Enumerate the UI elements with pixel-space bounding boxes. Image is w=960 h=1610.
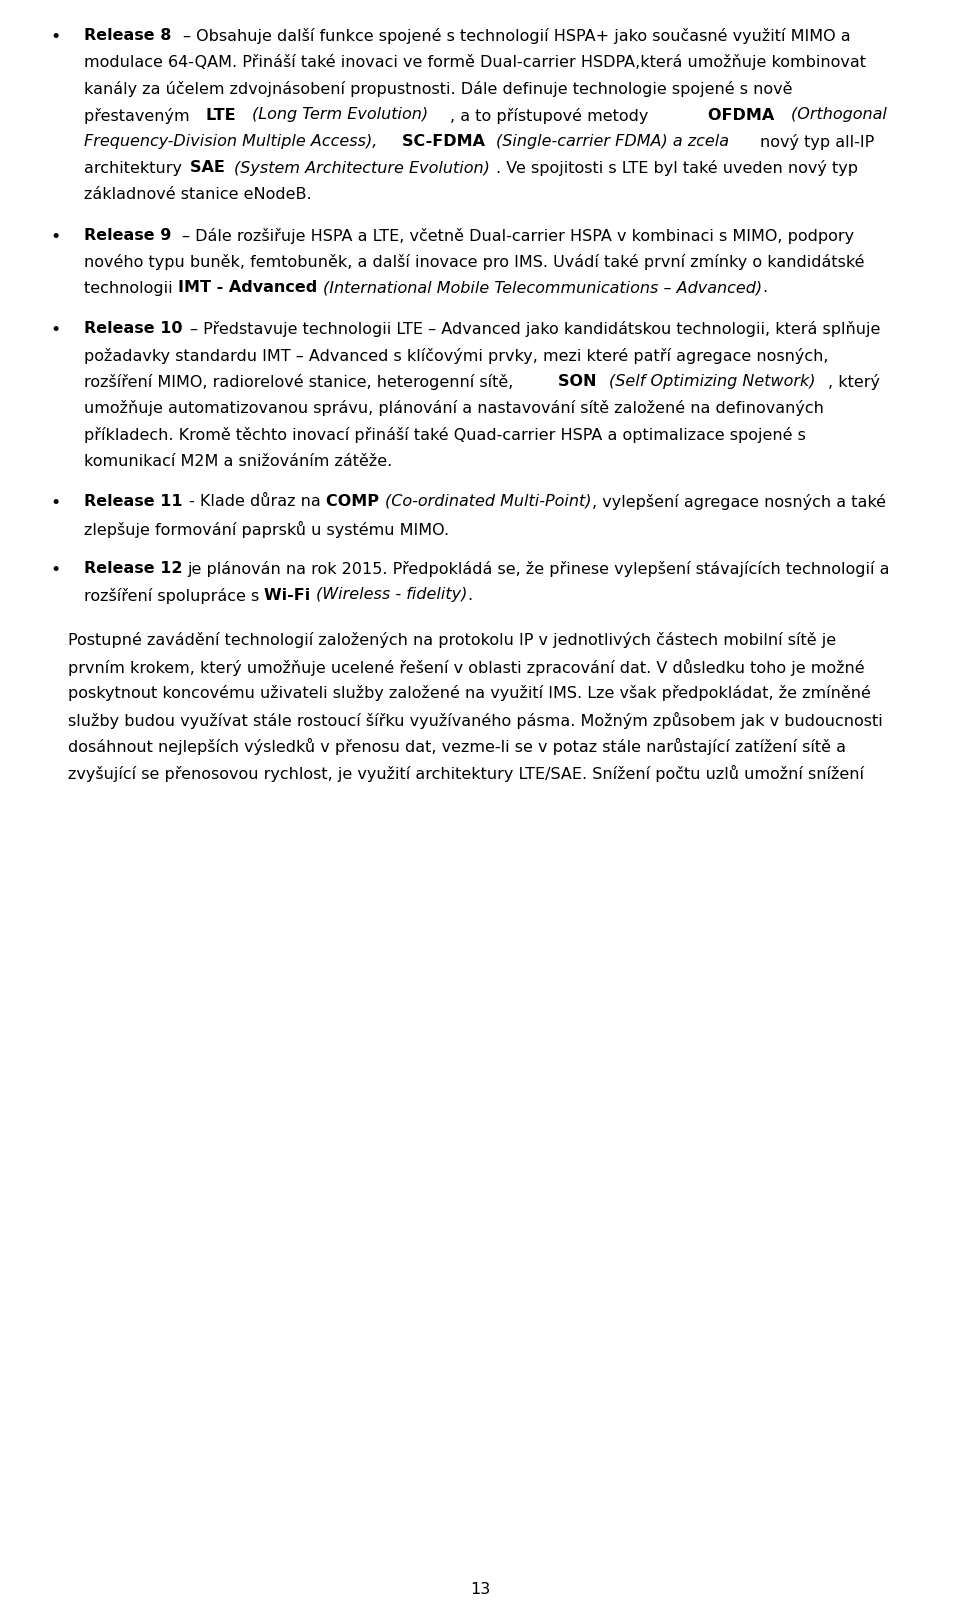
Text: rozšíření MIMO, radiorelové stanice, heterogenní sítě,: rozšíření MIMO, radiorelové stanice, het… [84,374,518,390]
Text: (Single-carrier FDMA) a zcela: (Single-carrier FDMA) a zcela [496,134,734,150]
Text: (System Architecture Evolution): (System Architecture Evolution) [234,161,490,175]
Text: COMP: COMP [326,494,385,509]
Text: (Self Optimizing Network): (Self Optimizing Network) [609,374,815,390]
Text: Wi-Fi: Wi-Fi [264,588,316,602]
Text: přestaveným: přestaveným [84,108,195,124]
Text: 13: 13 [469,1583,491,1597]
Text: Release 10: Release 10 [84,320,188,336]
Text: Postupné zavádění technologií založených na protokolu IP v jednotlivých částech : Postupné zavádění technologií založených… [68,633,841,647]
Text: , který: , který [828,374,885,390]
Text: - Klade důraz na: - Klade důraz na [188,494,325,509]
Text: je plánován na rok 2015. Předpokládá se, že přinese vylepšení stávajících techno: je plánován na rok 2015. Předpokládá se,… [187,560,896,576]
Text: prvním krokem, který umožňuje ucelené řešení v oblasti zpracování dat. V důsledk: prvním krokem, který umožňuje ucelené ře… [68,658,870,676]
Text: (Long Term Evolution): (Long Term Evolution) [252,108,428,122]
Text: LTE: LTE [205,108,241,122]
Text: Release 12: Release 12 [84,560,188,576]
Text: zlepšuje formování paprsků u systému MIMO.: zlepšuje formování paprsků u systému MIM… [84,520,449,538]
Text: SAE: SAE [190,161,230,175]
Text: (International Mobile Telecommunications – Advanced): (International Mobile Telecommunications… [323,280,761,296]
Text: •: • [50,494,60,512]
Text: – Dále rozšiřuje HSPA a LTE, včetně Dual-carrier HSPA v kombinaci s MIMO, podpor: – Dále rozšiřuje HSPA a LTE, včetně Dual… [182,227,859,243]
Text: .: . [761,280,767,296]
Text: poskytnout koncovému uživateli služby založené na využití IMS. Lze však předpokl: poskytnout koncovému uživateli služby za… [68,684,876,700]
Text: , a to přístupové metody: , a to přístupové metody [450,108,654,124]
Text: , vylepšení agregace nosných a také: , vylepšení agregace nosných a také [591,494,891,510]
Text: SC-FDMA: SC-FDMA [401,134,491,150]
Text: kanály za účelem zdvojnásobení propustnosti. Dále definuje technologie spojené s: kanály za účelem zdvojnásobení propustno… [84,80,798,97]
Text: modulace 64-QAM. Přináší také inovaci ve formě Dual-carrier HSDPA,která umožňuje: modulace 64-QAM. Přináší také inovaci ve… [84,55,871,71]
Text: (Wireless - fidelity): (Wireless - fidelity) [316,588,468,602]
Text: dosáhnout nejlepších výsledků v přenosu dat, vezme-li se v potaz stále narůstají: dosáhnout nejlepších výsledků v přenosu … [68,737,852,755]
Text: Release 8: Release 8 [84,27,177,43]
Text: nový typ all-IP: nový typ all-IP [760,134,879,150]
Text: .: . [468,588,472,602]
Text: nového typu buněk, femtobuněk, a další inovace pro IMS. Uvádí také první zmínky : nového typu buněk, femtobuněk, a další i… [84,254,870,270]
Text: základnové stanice eNodeB.: základnové stanice eNodeB. [84,187,312,201]
Text: požadavky standardu IMT – Advanced s klíčovými prvky, mezi které patří agregace : požadavky standardu IMT – Advanced s klí… [84,348,833,364]
Text: Frequency-Division Multiple Access),: Frequency-Division Multiple Access), [84,134,382,150]
Text: •: • [50,227,60,245]
Text: architektury: architektury [84,161,187,175]
Text: (Co-ordinated Multi-Point): (Co-ordinated Multi-Point) [385,494,591,509]
Text: OFDMA: OFDMA [708,108,780,122]
Text: Release 11: Release 11 [84,494,188,509]
Text: technologii: technologii [84,280,178,296]
Text: rozšíření spolupráce s: rozšíření spolupráce s [84,588,264,604]
Text: SON: SON [558,374,602,390]
Text: – Představuje technologii LTE – Advanced jako kandidátskou technologii, která sp: – Představuje technologii LTE – Advanced… [189,320,885,336]
Text: •: • [50,27,60,47]
Text: – Obsahuje další funkce spojené s technologií HSPA+ jako současné využití MIMO a: – Obsahuje další funkce spojené s techno… [183,27,855,43]
Text: zvyšující se přenosovou rychlost, je využití architektury LTE/SAE. Snížení počtu: zvyšující se přenosovou rychlost, je vyu… [68,765,864,781]
Text: •: • [50,560,60,580]
Text: služby budou využívat stále rostoucí šířku využívaného pásma. Možným způsobem ja: služby budou využívat stále rostoucí šíř… [68,712,888,728]
Text: Release 9: Release 9 [84,227,177,243]
Text: (Orthogonal: (Orthogonal [791,108,892,122]
Text: komunikací M2M a snižováním zátěže.: komunikací M2M a snižováním zátěže. [84,454,393,469]
Text: umožňuje automatizovanou správu, plánování a nastavování sítě založené na defino: umožňuje automatizovanou správu, plánová… [84,401,829,417]
Text: příkladech. Kromě těchto inovací přináší také Quad-carrier HSPA a optimalizace s: příkladech. Kromě těchto inovací přináší… [84,427,811,443]
Text: •: • [50,320,60,340]
Text: . Ve spojitosti s LTE byl také uveden nový typ: . Ve spojitosti s LTE byl také uveden no… [496,161,863,177]
Text: IMT - Advanced: IMT - Advanced [178,280,323,296]
